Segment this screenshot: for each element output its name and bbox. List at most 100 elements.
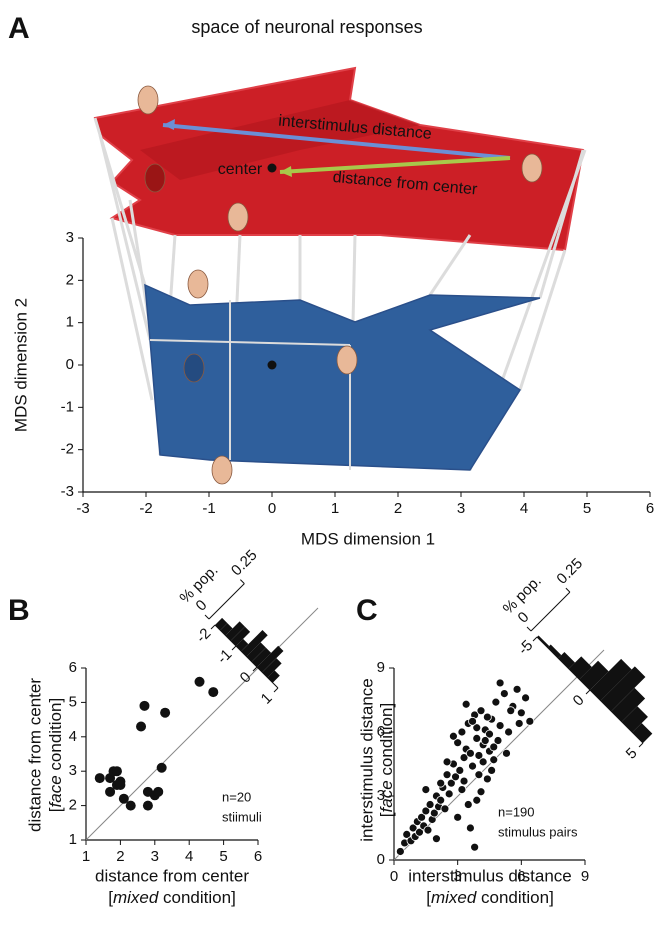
data-point bbox=[506, 706, 516, 716]
data-point bbox=[115, 779, 126, 790]
chart-title: space of neuronal responses bbox=[191, 17, 422, 37]
hist-x-tick bbox=[638, 742, 644, 748]
data-point bbox=[208, 687, 219, 698]
hist-bar bbox=[246, 642, 266, 662]
hist-bar bbox=[611, 687, 646, 722]
data-point bbox=[485, 729, 494, 739]
data-point bbox=[468, 716, 477, 726]
arrowhead bbox=[163, 119, 175, 130]
label-part: condition] bbox=[377, 703, 396, 781]
hist-y-tick bbox=[526, 626, 532, 632]
label-part: [ bbox=[46, 807, 65, 812]
hist-bar bbox=[632, 723, 653, 743]
hist-x-tick bbox=[231, 645, 237, 651]
y-tick-label: 6 bbox=[69, 659, 77, 676]
y-tick-label: -2 bbox=[61, 441, 74, 458]
annotation: n=20 bbox=[222, 789, 251, 804]
hist-bar bbox=[262, 658, 282, 678]
data-point bbox=[136, 721, 147, 732]
data-point bbox=[482, 774, 492, 784]
center-arrow bbox=[279, 156, 511, 174]
panel-letter: C bbox=[356, 594, 378, 627]
y-tick-label: 6 bbox=[377, 723, 385, 740]
data-point bbox=[482, 712, 492, 722]
y-tick-label: 3 bbox=[69, 762, 77, 779]
x-tick-label: 2 bbox=[394, 500, 402, 517]
hist-y-tick bbox=[565, 587, 571, 593]
data-point bbox=[449, 731, 458, 741]
hist-y-tick bbox=[204, 614, 210, 620]
x-tick-label: -1 bbox=[202, 500, 215, 517]
hist-bar bbox=[230, 626, 251, 646]
label-part: [ bbox=[426, 888, 431, 907]
hist-x-tick bbox=[273, 687, 279, 693]
annotation: n=190 bbox=[498, 804, 535, 819]
hist-bar bbox=[257, 645, 284, 673]
y-axis-label: [face condition] bbox=[377, 703, 396, 817]
y-tick-label: 1 bbox=[66, 314, 74, 331]
data-point bbox=[118, 793, 129, 804]
data-point bbox=[436, 795, 446, 805]
data-point bbox=[94, 773, 105, 784]
data-point bbox=[516, 708, 526, 718]
x-tick-label: 6 bbox=[254, 848, 262, 865]
hist-bar bbox=[251, 647, 272, 667]
blue-plane-edge bbox=[149, 339, 351, 346]
y-axis-label: interstimulus distance bbox=[357, 678, 376, 841]
data-point bbox=[440, 804, 450, 814]
label-part: face bbox=[377, 780, 396, 812]
x-tick-label: 6 bbox=[517, 868, 525, 885]
x-tick-label: 1 bbox=[82, 848, 90, 865]
hist-bar bbox=[225, 621, 245, 641]
hist-x-tick-label: 5 bbox=[623, 745, 641, 763]
data-point bbox=[267, 360, 277, 370]
data-point bbox=[489, 755, 499, 765]
y-tick-label: 5 bbox=[69, 693, 77, 710]
hist-bar bbox=[568, 656, 592, 680]
face bbox=[521, 153, 543, 183]
hist-bar bbox=[621, 706, 648, 733]
face bbox=[183, 353, 205, 383]
data-point bbox=[478, 757, 488, 767]
data-point bbox=[417, 812, 426, 822]
y-tick-label: 0 bbox=[377, 851, 385, 868]
hist-bar bbox=[590, 658, 632, 701]
hist-y-tick-label: 0.25 bbox=[228, 547, 261, 580]
data-point bbox=[521, 693, 530, 703]
data-point bbox=[455, 766, 465, 775]
hist-bar bbox=[547, 644, 562, 659]
face bbox=[211, 455, 233, 485]
data-point bbox=[153, 786, 164, 797]
data-point bbox=[472, 795, 482, 805]
x-tick-label: 5 bbox=[219, 848, 227, 865]
y-tick-label: 0 bbox=[66, 356, 74, 373]
data-point bbox=[425, 800, 435, 809]
label-part: mixed bbox=[431, 888, 477, 907]
hist-bar bbox=[241, 630, 268, 657]
x-tick-label: -3 bbox=[76, 500, 89, 517]
x-tick-label: 3 bbox=[457, 500, 465, 517]
hist-bar bbox=[558, 651, 576, 669]
hist-y-tick bbox=[240, 579, 245, 584]
data-point bbox=[111, 766, 122, 777]
data-point bbox=[453, 812, 463, 822]
red-plane-shade bbox=[140, 100, 420, 180]
x-tick-label: 4 bbox=[185, 848, 193, 865]
data-point bbox=[408, 823, 418, 833]
x-tick-label: 4 bbox=[520, 500, 528, 517]
data-point bbox=[491, 697, 501, 707]
data-point bbox=[421, 785, 431, 794]
y-tick-label: 2 bbox=[69, 797, 77, 814]
data-point bbox=[474, 751, 484, 760]
data-point bbox=[457, 785, 467, 794]
data-point bbox=[502, 748, 511, 758]
label-part: face bbox=[46, 775, 65, 807]
annotation: center bbox=[218, 161, 263, 178]
data-point bbox=[451, 772, 460, 782]
data-point bbox=[461, 699, 471, 709]
x-axis-label: interstimulus distance bbox=[408, 866, 571, 885]
y-tick-label: 1 bbox=[69, 831, 77, 848]
hist-bar bbox=[600, 666, 646, 712]
label-part: condition] bbox=[476, 888, 554, 907]
x-tick-label: 0 bbox=[268, 500, 276, 517]
